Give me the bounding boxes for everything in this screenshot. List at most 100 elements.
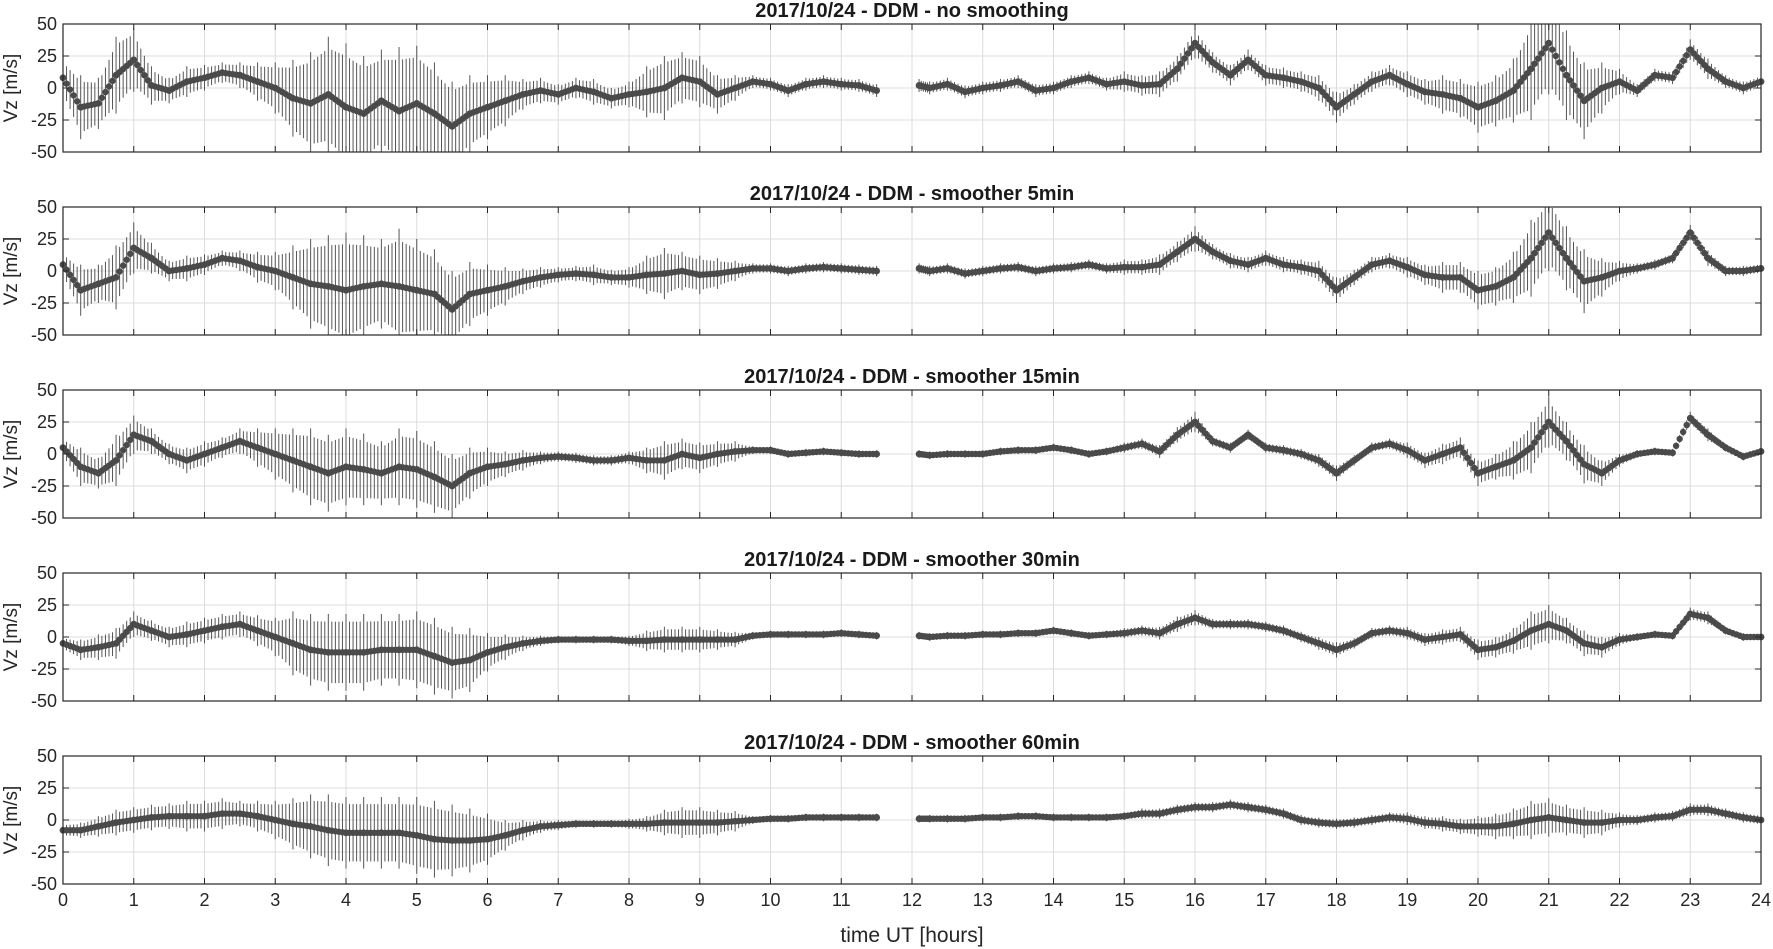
data-point bbox=[1556, 244, 1563, 252]
data-point bbox=[1690, 234, 1697, 241]
data-point bbox=[802, 265, 810, 272]
data-point bbox=[1138, 263, 1146, 271]
data-point bbox=[324, 282, 332, 290]
data-point bbox=[127, 250, 134, 258]
data-point bbox=[1032, 87, 1040, 94]
data-point bbox=[466, 656, 474, 664]
data-points bbox=[59, 414, 1765, 490]
data-point bbox=[1350, 91, 1358, 98]
data-point bbox=[1527, 627, 1535, 634]
data-point bbox=[1686, 610, 1694, 618]
data-point bbox=[1085, 261, 1093, 268]
data-point bbox=[165, 87, 173, 94]
data-point bbox=[820, 448, 827, 455]
data-point bbox=[1439, 91, 1447, 98]
data-point bbox=[289, 640, 297, 647]
data-point bbox=[678, 74, 686, 82]
data-point bbox=[943, 632, 951, 640]
data-point bbox=[1181, 55, 1188, 62]
data-point bbox=[307, 646, 315, 654]
data-point bbox=[1262, 71, 1270, 79]
data-point bbox=[1439, 633, 1447, 641]
data-point bbox=[1103, 631, 1110, 638]
data-point bbox=[1552, 52, 1560, 60]
data-point bbox=[236, 620, 244, 628]
tick-marks bbox=[62, 572, 1762, 702]
data-point bbox=[254, 263, 261, 271]
y-tick-label: 25 bbox=[37, 412, 57, 432]
data-point bbox=[165, 267, 173, 275]
data-point bbox=[1545, 39, 1553, 47]
data-point bbox=[915, 265, 923, 272]
data-point bbox=[1103, 265, 1110, 272]
data-point bbox=[784, 87, 792, 94]
data-point bbox=[1226, 620, 1234, 628]
data-point bbox=[77, 286, 85, 294]
data-point bbox=[1704, 431, 1712, 439]
data-point bbox=[1209, 59, 1217, 66]
data-point bbox=[1633, 87, 1641, 94]
data-point bbox=[1577, 92, 1584, 99]
data-point bbox=[448, 123, 456, 130]
data-point bbox=[537, 87, 544, 94]
panel-5: 2017/10/24 - DDM - smoother 60min-50-250… bbox=[1, 732, 1771, 910]
data-point bbox=[749, 632, 757, 640]
data-point bbox=[731, 267, 739, 275]
data-point bbox=[148, 627, 155, 634]
data-point bbox=[1403, 80, 1411, 88]
data-point bbox=[997, 82, 1004, 89]
data-point bbox=[1386, 71, 1393, 79]
data-point bbox=[943, 265, 951, 272]
data-point bbox=[1598, 643, 1606, 651]
data-point bbox=[1676, 435, 1683, 443]
data-point bbox=[1368, 78, 1376, 85]
data-point bbox=[130, 244, 138, 252]
data-point bbox=[413, 646, 421, 654]
data-point bbox=[1456, 94, 1464, 102]
data-point bbox=[607, 457, 615, 464]
data-point bbox=[943, 80, 951, 88]
data-point bbox=[413, 99, 421, 107]
data-point bbox=[1573, 268, 1581, 276]
data-point bbox=[73, 98, 81, 105]
data-point bbox=[431, 652, 438, 660]
data-point bbox=[144, 77, 152, 84]
data-point bbox=[1651, 261, 1659, 268]
data-point bbox=[554, 453, 562, 460]
data-point bbox=[1679, 619, 1687, 626]
data-point bbox=[102, 88, 109, 96]
data-point bbox=[1679, 57, 1687, 65]
data-point bbox=[289, 94, 297, 102]
data-point bbox=[1580, 97, 1588, 105]
data-point bbox=[1722, 267, 1730, 275]
data-point bbox=[1509, 87, 1517, 94]
data-point bbox=[714, 450, 721, 458]
data-point bbox=[1138, 440, 1146, 448]
data-point bbox=[767, 446, 774, 454]
data-point bbox=[501, 643, 509, 651]
data-point bbox=[1538, 50, 1545, 57]
data-point bbox=[855, 450, 863, 458]
data-point bbox=[1421, 457, 1429, 464]
data-point bbox=[519, 91, 527, 98]
y-axis-label: Vz [m/s] bbox=[1, 420, 22, 489]
data-point bbox=[1386, 627, 1393, 634]
data-point bbox=[1350, 274, 1358, 281]
data-point bbox=[1556, 59, 1563, 66]
data-point bbox=[1616, 78, 1623, 85]
data-point bbox=[1549, 46, 1556, 53]
data-point bbox=[137, 66, 145, 74]
data-point bbox=[1531, 249, 1538, 257]
data-point bbox=[1209, 437, 1217, 445]
data-point bbox=[1464, 454, 1471, 462]
data-point bbox=[1492, 463, 1500, 471]
data-point bbox=[1067, 446, 1075, 454]
data-point bbox=[820, 631, 827, 638]
data-point bbox=[678, 636, 686, 643]
data-point bbox=[360, 465, 368, 473]
data-point bbox=[66, 271, 74, 279]
data-point bbox=[1333, 646, 1340, 654]
panel-1: 2017/10/24 - DDM - no smoothing -50 -25 0 25… bbox=[1, 0, 1765, 162]
data-point bbox=[134, 61, 141, 69]
data-point bbox=[254, 444, 261, 451]
